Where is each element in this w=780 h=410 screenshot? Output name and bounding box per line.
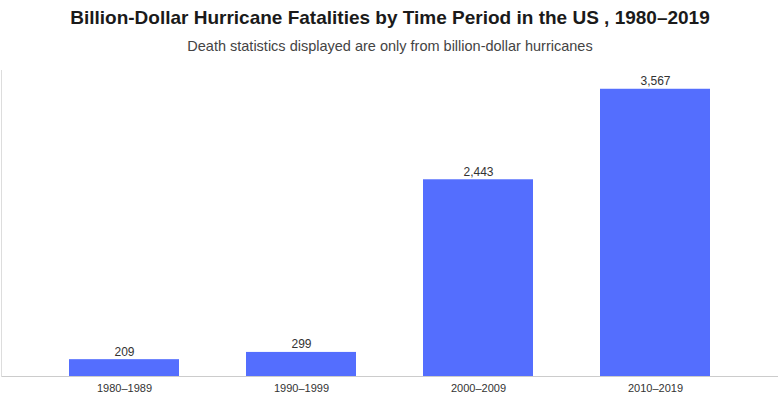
html-text:Billion-Dollar Hurricane Fatal: Billion-Dollar Hurricane Fatalities by T… bbox=[70, 7, 710, 28]
svg-text:2,443: 2,443 bbox=[463, 165, 493, 179]
svg-text:299: 299 bbox=[291, 337, 311, 351]
svg-text:1980–1989: 1980–1989 bbox=[97, 382, 152, 394]
svg-text:2010–2019: 2010–2019 bbox=[628, 382, 683, 394]
html-text:Death statistics displayed are: Death statistics displayed are only from… bbox=[187, 38, 593, 54]
svg-text:2000–2009: 2000–2009 bbox=[451, 382, 506, 394]
svg-text:3,567: 3,567 bbox=[640, 74, 670, 88]
svg-text:1990–1999: 1990–1999 bbox=[274, 382, 329, 394]
svg-text:209: 209 bbox=[114, 345, 134, 359]
